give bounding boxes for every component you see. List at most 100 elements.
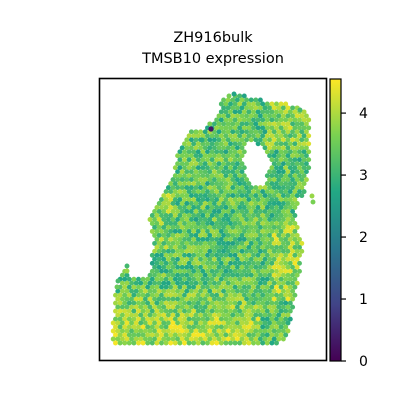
spot [299, 240, 305, 246]
spot [145, 284, 151, 290]
spot [280, 185, 286, 191]
spot [170, 336, 176, 342]
spot [159, 228, 164, 234]
spot [269, 133, 275, 139]
spot [216, 129, 222, 135]
spot [280, 201, 286, 206]
spot [131, 276, 137, 282]
spot [207, 121, 213, 127]
spot [230, 161, 236, 167]
spot [225, 280, 231, 286]
spot [287, 244, 293, 250]
spot [188, 328, 194, 334]
spot [159, 260, 164, 266]
spot [136, 324, 141, 330]
spot [297, 252, 302, 258]
spot [264, 300, 270, 306]
spot [260, 300, 266, 306]
spot [251, 300, 256, 306]
spot [200, 221, 206, 226]
spot [264, 101, 270, 107]
spot [225, 288, 231, 294]
spot [287, 141, 293, 147]
spot [257, 105, 263, 111]
spot [237, 213, 243, 218]
spot [182, 268, 187, 274]
spot [251, 101, 256, 107]
spot [269, 117, 275, 123]
spot [136, 332, 141, 338]
spot [294, 161, 300, 167]
spot [244, 201, 250, 206]
spot [186, 324, 192, 330]
spot [168, 181, 174, 187]
spot [225, 185, 231, 191]
spot [239, 129, 245, 135]
spot [271, 185, 277, 191]
spot [207, 288, 213, 294]
spot [198, 145, 204, 151]
spot [267, 288, 273, 294]
spot [191, 324, 197, 330]
spot [131, 284, 137, 290]
spot [228, 260, 233, 266]
spot [287, 165, 293, 171]
spot [182, 292, 187, 298]
spot [260, 141, 266, 147]
spot [285, 185, 291, 191]
spot [294, 280, 300, 286]
spot [246, 197, 252, 203]
spot [218, 236, 224, 242]
spot [244, 256, 250, 262]
spot [221, 193, 227, 199]
spot [290, 304, 296, 310]
spot [170, 217, 176, 222]
spot [228, 308, 233, 314]
spot [177, 165, 183, 171]
spot [239, 304, 245, 310]
spot [179, 248, 185, 254]
spot [290, 296, 296, 302]
spot [214, 165, 220, 171]
spot [306, 149, 312, 155]
spot [193, 177, 199, 183]
spot [156, 217, 162, 222]
spot [251, 260, 256, 266]
spot [285, 280, 291, 286]
spot [191, 141, 197, 147]
spot [239, 105, 245, 111]
spot [209, 284, 215, 290]
spot [285, 288, 291, 294]
spot [283, 252, 289, 258]
spot [211, 296, 217, 302]
spot [223, 197, 229, 203]
spot [287, 316, 293, 322]
spot [119, 288, 125, 294]
spot [255, 141, 261, 147]
spot [133, 288, 139, 294]
spot [172, 276, 178, 282]
spot [129, 288, 135, 294]
spot [142, 280, 148, 286]
spot [299, 161, 305, 167]
spot [239, 121, 245, 127]
spot [191, 197, 197, 203]
spot [264, 324, 270, 330]
spot [198, 217, 204, 222]
spot [218, 252, 224, 258]
spot [207, 328, 213, 334]
spot [214, 117, 220, 123]
spot [290, 288, 296, 294]
spot [262, 217, 268, 222]
spot [152, 217, 158, 222]
spot [191, 316, 197, 322]
spot [228, 189, 233, 195]
spot [186, 316, 192, 322]
spot [260, 228, 266, 234]
spot [149, 292, 155, 298]
spot [230, 169, 236, 175]
spot [251, 236, 256, 242]
spot [159, 236, 164, 242]
spot [239, 153, 245, 159]
spot [186, 332, 192, 338]
